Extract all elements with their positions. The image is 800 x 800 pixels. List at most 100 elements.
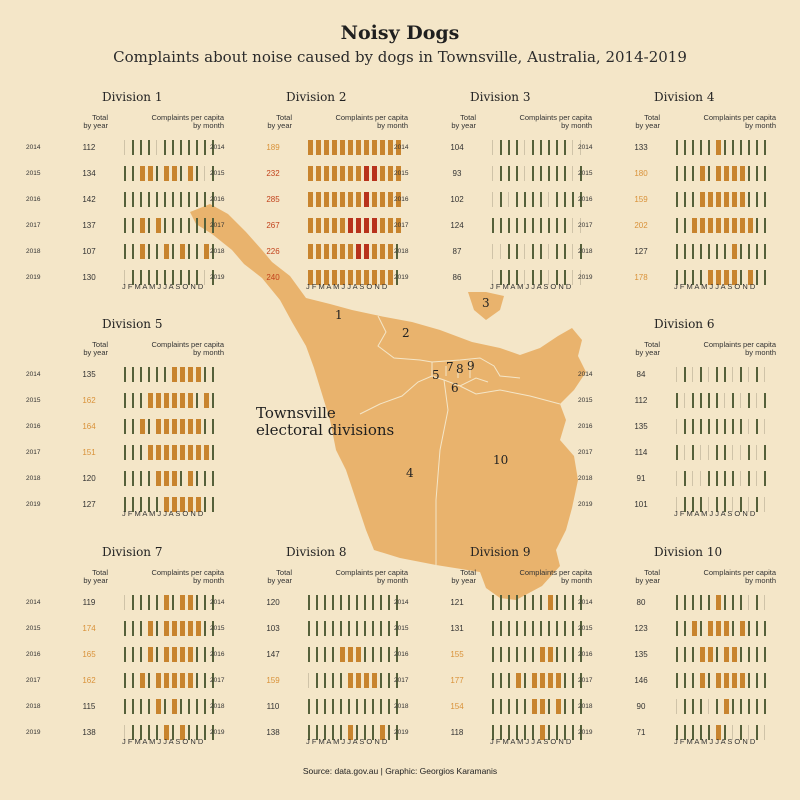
month-bar: [692, 393, 694, 408]
month-bar: [332, 673, 334, 688]
month-bar: [148, 621, 153, 636]
header-rate-line1: Complaints per capita: [335, 113, 408, 122]
month-bar: [764, 367, 765, 382]
header-total-line2: by year: [83, 576, 108, 585]
month-bar: [372, 673, 377, 688]
division-panel-6: Division 6 Total by year Complaints per cap…: [572, 317, 776, 527]
month-bar: [180, 471, 182, 486]
month-bar: [564, 166, 566, 181]
month-bar: [132, 699, 134, 714]
month-bar: [724, 621, 729, 636]
month-bar: [524, 621, 526, 636]
month-bar: [380, 218, 385, 233]
month-bar: [508, 673, 510, 688]
total-value: 155: [450, 650, 464, 659]
month-bar: [156, 497, 158, 512]
month-bar: [524, 140, 525, 155]
month-bar: [212, 419, 214, 434]
month-bar: [348, 621, 350, 636]
month-bar: [364, 595, 366, 610]
month-bar: [204, 166, 205, 181]
month-bar: [340, 192, 345, 207]
month-bar: [492, 244, 493, 259]
month-bar: [692, 270, 694, 285]
month-bar: [500, 166, 502, 181]
month-bar: [684, 270, 686, 285]
month-bar: [308, 140, 313, 155]
header-total-line2: by year: [83, 348, 108, 357]
month-bar: [132, 419, 134, 434]
month-bar: [764, 270, 766, 285]
month-bar: [204, 393, 209, 408]
month-bar: [124, 367, 126, 382]
month-bar: [500, 140, 502, 155]
month-bar: [380, 699, 382, 714]
header-total: Total by year: [262, 114, 292, 130]
total-value: 102: [450, 195, 464, 204]
month-bar: [188, 218, 190, 233]
month-bar: [748, 218, 753, 233]
month-bar: [724, 595, 726, 610]
month-bar: [492, 647, 494, 662]
month-bar: [724, 445, 726, 460]
header-total-line1: Total: [644, 340, 660, 349]
month-bar: [756, 647, 758, 662]
month-bar: [732, 621, 734, 636]
month-bar: [716, 497, 718, 512]
month-bar: [172, 445, 177, 460]
month-bar: [692, 647, 694, 662]
total-value: 180: [634, 169, 648, 178]
month-bar: [700, 647, 705, 662]
month-bar: [388, 270, 393, 285]
month-bar: [508, 725, 510, 740]
month-bar: [156, 419, 161, 434]
month-bar: [516, 140, 518, 155]
month-bar: [684, 673, 686, 688]
month-bar: [684, 192, 686, 207]
month-bar: [332, 725, 334, 740]
month-bar: [332, 621, 334, 636]
month-bar: [172, 647, 177, 662]
month-bar: [372, 595, 374, 610]
month-bar: [196, 595, 198, 610]
division-panel-10: Division 10 Total by year Complaints per ca…: [572, 545, 776, 755]
month-bar: [532, 595, 534, 610]
month-bar: [164, 445, 169, 460]
header-rate: Complaints per capita by month: [500, 114, 592, 130]
month-bar: [348, 647, 353, 662]
total-value: 138: [82, 728, 96, 737]
month-axis: J F M A M J J A S O N D: [122, 509, 204, 518]
header-rate-line2: by month: [745, 348, 776, 357]
month-bar: [700, 497, 702, 512]
month-bar: [132, 393, 134, 408]
header-total: Total by year: [78, 569, 108, 585]
month-bar: [708, 244, 710, 259]
month-bar: [676, 647, 678, 662]
total-value: 134: [82, 169, 96, 178]
division-panel-4: Division 4 Total by year Complaints per cap…: [572, 90, 776, 300]
month-bar: [156, 699, 161, 714]
month-bar: [196, 166, 198, 181]
year-label: 2014: [210, 599, 225, 606]
month-bar: [380, 725, 385, 740]
year-label: 2019: [210, 729, 225, 736]
month-bar: [564, 244, 566, 259]
month-bar: [180, 192, 182, 207]
month-bar: [348, 166, 353, 181]
header-rate-line1: Complaints per capita: [519, 113, 592, 122]
month-bar: [188, 166, 193, 181]
total-value: 267: [266, 221, 280, 230]
total-value: 123: [634, 624, 648, 633]
month-bar: [164, 497, 169, 512]
month-bar: [164, 673, 169, 688]
month-bar: [148, 699, 150, 714]
month-bar: [732, 192, 737, 207]
month-bar: [556, 647, 558, 662]
month-bar: [172, 270, 174, 285]
month-bar: [708, 647, 713, 662]
month-bar: [324, 725, 326, 740]
header-rate-line1: Complaints per capita: [151, 340, 224, 349]
month-bar: [532, 192, 534, 207]
map-label-4: 4: [406, 466, 414, 480]
month-bar: [556, 270, 558, 285]
